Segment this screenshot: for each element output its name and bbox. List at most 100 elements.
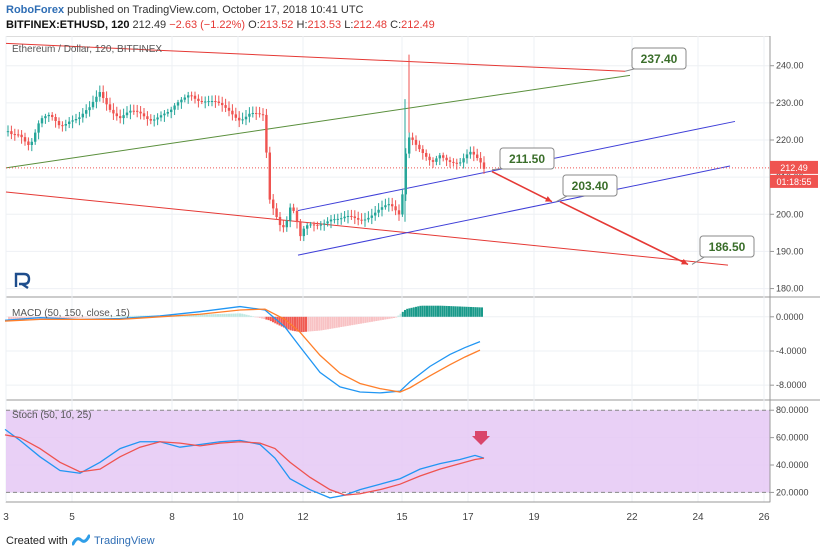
candle-body [397, 210, 401, 215]
candle-body [401, 194, 404, 215]
stoch-band [6, 410, 770, 493]
callout-label: 237.40 [641, 52, 678, 66]
candle-body [255, 113, 258, 115]
candle-body [353, 216, 356, 219]
candle-body [176, 102, 180, 106]
created-with-label: Created with [6, 535, 68, 547]
macd-histogram-bar [232, 313, 235, 317]
candle-body [394, 206, 397, 211]
macd-histogram-bar [355, 316, 358, 325]
macd-histogram-bar [366, 316, 369, 323]
macd-histogram-bar [96, 316, 98, 318]
chart-area[interactable]: 237.40 211.50 203.40 186.50 3 5 8 10 12 15 17 19 22… [0, 36, 820, 527]
high-value: 213.53 [307, 19, 342, 31]
macd-pane-title: MACD (50, 150, close, 15) [12, 308, 130, 319]
macd-histogram-bar [219, 313, 222, 317]
candle-body [112, 109, 115, 114]
candle-body [132, 110, 135, 112]
macd-histogram-bar [129, 315, 131, 317]
candle-body [163, 113, 166, 116]
candle-body [200, 100, 203, 102]
forecast-arrow-head [681, 258, 688, 265]
candle-body [47, 114, 50, 117]
candle-body [81, 113, 84, 118]
callout-box [562, 174, 618, 197]
macd-histogram-bar [58, 316, 61, 319]
candle-body [380, 207, 384, 210]
price-y-tick-label: 240.00 [776, 61, 804, 71]
candle-body [57, 120, 61, 126]
price-callout: 186.50 [691, 235, 755, 265]
x-tick-label: 8 [169, 512, 175, 523]
brand-name[interactable]: RoboForex [6, 4, 65, 16]
macd-histogram-bar [386, 316, 389, 320]
candle-body [295, 210, 299, 223]
candle-body [149, 119, 152, 121]
x-tick-label: 10 [232, 512, 244, 523]
macd-line [4, 305, 481, 394]
candle-body [23, 137, 27, 142]
x-tick-label: 17 [462, 512, 474, 523]
macd-histogram-bar [305, 316, 307, 332]
macd-histogram-bar [412, 307, 415, 317]
macd-histogram-bar [375, 316, 378, 322]
candle-body [234, 114, 237, 118]
macd-histogram-bar [133, 315, 136, 317]
candle-body [404, 153, 407, 195]
candle-body [343, 216, 346, 219]
macd-histogram-bar [188, 314, 191, 317]
candle-body [153, 119, 156, 121]
price-y-tick-label: 220.00 [776, 135, 804, 145]
macd-histogram-bar [443, 305, 446, 317]
macd-histogram-bar [91, 316, 94, 318]
macd-histogram-bar [82, 316, 85, 318]
callout-box [699, 235, 755, 258]
candle-body [142, 113, 146, 117]
candle-body [159, 115, 163, 118]
macd-histogram-bar [397, 315, 400, 317]
macd-histogram-bar [199, 314, 202, 317]
macd-histogram-bar [329, 316, 332, 329]
lower-resistance-line [5, 191, 729, 266]
candle-body [346, 215, 350, 217]
candle-body [377, 209, 380, 213]
macd-histogram-bar [69, 316, 72, 319]
candle-body [210, 101, 214, 103]
macd-histogram-bar [428, 305, 431, 317]
macd-histogram-bar [184, 314, 186, 317]
macd-histogram-bar [401, 311, 404, 317]
macd-histogram-bar [280, 316, 283, 327]
candle-body [207, 101, 210, 103]
macd-histogram-bar [313, 316, 316, 332]
candle-body [30, 141, 33, 145]
candle-body [238, 117, 241, 121]
macd-histogram-bar [448, 306, 450, 317]
countdown-tag [770, 174, 818, 188]
macd-histogram-bar [324, 316, 327, 330]
macd-histogram-bar [454, 306, 457, 317]
candle-body [122, 115, 125, 119]
candle-body [336, 218, 339, 220]
macd-histogram-bar [390, 316, 393, 319]
macd-histogram-bar [210, 314, 213, 317]
macd-histogram-bar [142, 315, 145, 317]
candle-body [306, 225, 309, 229]
tradingview-link[interactable]: TradingView [94, 535, 155, 547]
macd-histogram-bar [225, 313, 228, 317]
close-value: 212.49 [401, 19, 435, 31]
macd-histogram-bar [445, 305, 448, 317]
candle-body [197, 98, 200, 101]
macd-histogram-bar [340, 316, 343, 328]
macd-histogram-bar [481, 307, 483, 317]
candle-body [139, 111, 142, 114]
candle-body [285, 220, 288, 228]
macd-histogram-bar [461, 306, 464, 317]
candle-body [367, 217, 370, 220]
macd-histogram-bar [342, 316, 345, 327]
macd-histogram-bar [223, 313, 226, 317]
macd-histogram-bar [430, 305, 433, 317]
macd-histogram-bar [267, 316, 270, 321]
candle-body [299, 222, 302, 237]
macd-histogram-bar [261, 316, 263, 319]
candle-body [329, 219, 333, 222]
